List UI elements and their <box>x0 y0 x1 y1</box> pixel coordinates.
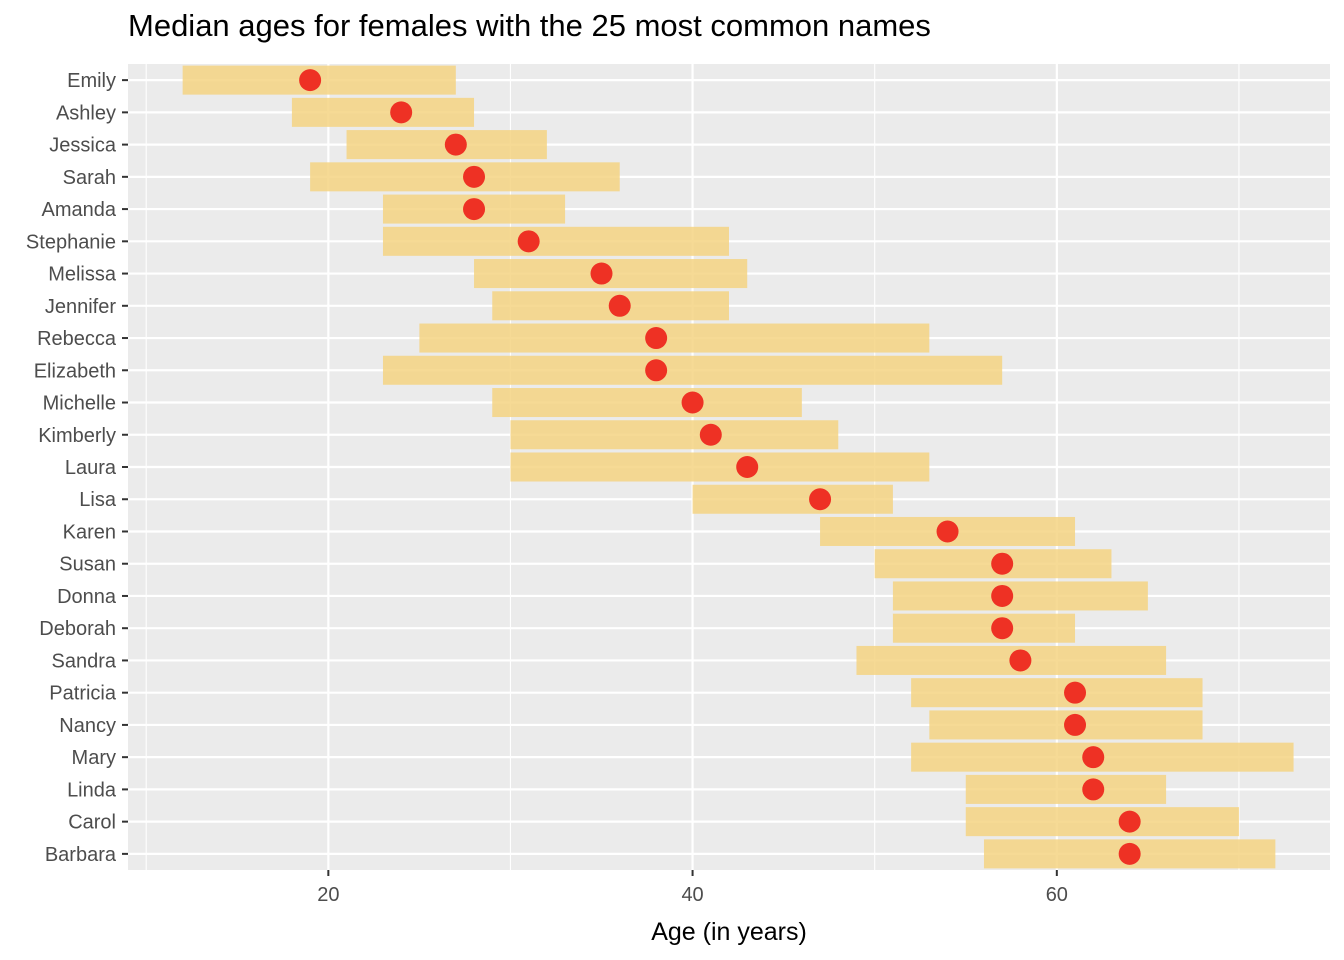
y-tick-label: Michelle <box>43 393 116 415</box>
median-point <box>463 165 486 188</box>
median-points <box>299 69 1141 865</box>
x-tick-label: 20 <box>317 884 339 906</box>
median-point <box>590 262 613 285</box>
median-point <box>1009 649 1032 672</box>
median-point <box>645 327 668 350</box>
y-tick-label: Deborah <box>39 618 116 640</box>
chart-title: Median ages for females with the 25 most… <box>128 8 931 43</box>
y-tick-label: Emily <box>67 70 116 92</box>
median-point <box>699 423 722 446</box>
range-bar <box>382 226 729 256</box>
median-point <box>1064 713 1087 736</box>
y-tick-label: Laura <box>65 457 117 479</box>
y-tick-label: Lisa <box>79 489 117 511</box>
median-point <box>1064 681 1087 704</box>
median-point <box>736 456 759 478</box>
y-tick-label: Stephanie <box>26 231 116 253</box>
range-bar <box>965 774 1167 804</box>
median-point <box>608 294 631 317</box>
range-bar <box>291 97 475 127</box>
x-tick-label: 40 <box>681 884 703 906</box>
y-tick-label: Melissa <box>48 264 117 286</box>
median-point <box>645 359 668 382</box>
median-point <box>299 69 322 92</box>
median-point <box>444 133 467 156</box>
median-point <box>1082 746 1105 769</box>
y-tick-label: Kimberly <box>38 425 116 447</box>
median-point <box>991 584 1014 607</box>
y-axis: Emily Ashley Jessica Sarah Amanda Stephanie Me… <box>26 70 128 866</box>
median-point <box>1118 810 1141 833</box>
y-tick-label: Jessica <box>49 135 117 157</box>
y-tick-label: Mary <box>72 747 116 769</box>
range-bar <box>911 678 1203 708</box>
y-tick-label: Sandra <box>52 650 117 672</box>
y-tick-label: Amanda <box>42 199 117 221</box>
range-bar <box>692 484 893 514</box>
median-point <box>463 198 486 221</box>
median-point <box>991 552 1014 575</box>
y-tick-label: Sarah <box>63 167 116 189</box>
range-bar <box>510 420 839 450</box>
x-axis-title: Age (in years) <box>651 918 807 946</box>
x-axis: 20 40 60 <box>317 870 1068 906</box>
range-bar <box>965 807 1239 837</box>
median-point <box>390 101 413 124</box>
y-tick-label: Nancy <box>59 715 116 737</box>
median-point <box>809 488 832 511</box>
median-point <box>1118 842 1141 865</box>
y-tick-label: Donna <box>57 586 117 608</box>
range-bar <box>419 323 930 353</box>
y-tick-label: Jennifer <box>45 296 116 318</box>
median-point <box>681 391 704 414</box>
median-point <box>936 520 959 543</box>
range-bar <box>510 452 930 482</box>
range-bar <box>892 581 1148 611</box>
range-bars <box>182 65 1294 869</box>
range-bar <box>492 388 802 418</box>
y-tick-label: Susan <box>59 554 116 576</box>
range-bar <box>892 613 1076 643</box>
y-tick-label: Barbara <box>45 844 117 866</box>
y-tick-label: Karen <box>63 521 116 543</box>
y-tick-label: Carol <box>68 812 116 834</box>
median-point <box>991 617 1014 640</box>
median-point <box>1082 778 1105 801</box>
y-tick-label: Elizabeth <box>34 360 116 382</box>
y-tick-label: Patricia <box>49 683 117 705</box>
range-bar <box>382 355 1003 385</box>
y-tick-label: Linda <box>67 779 117 801</box>
x-tick-label: 60 <box>1046 884 1068 906</box>
y-tick-label: Rebecca <box>37 328 117 350</box>
median-point <box>517 230 540 253</box>
y-tick-label: Ashley <box>56 102 116 124</box>
